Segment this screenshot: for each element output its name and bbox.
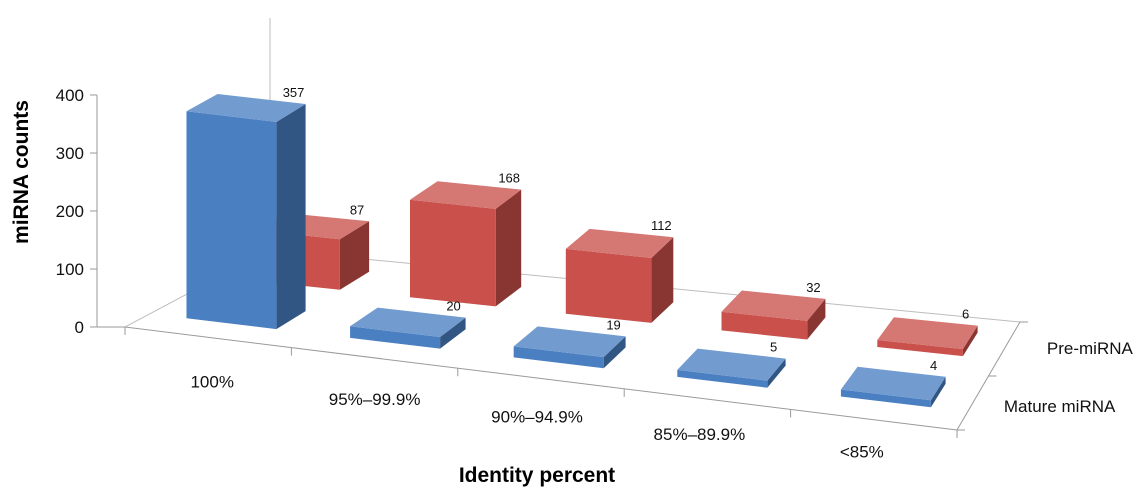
x-tick-label: <85% [840, 443, 884, 462]
data-label: 87 [350, 202, 364, 217]
bar-top-face [565, 228, 674, 258]
bar-front-face [513, 346, 604, 369]
bar-top-face [410, 181, 522, 209]
bar [877, 317, 978, 357]
bar-side-face [440, 317, 466, 349]
bar-front-face [840, 389, 931, 408]
x-tick-label: 85%–89.9% [654, 425, 746, 444]
data-label: 357 [283, 85, 305, 100]
bar-side-face [767, 358, 786, 388]
x-tick-label: 95%–99.9% [329, 390, 421, 409]
x-axis-line [124, 326, 958, 431]
bar-side-face [651, 237, 674, 323]
bar [186, 94, 306, 330]
bar [350, 307, 466, 349]
y-tick-label: 100 [56, 260, 84, 279]
bar [410, 181, 522, 307]
bar-front-face [721, 311, 808, 340]
bar-side-face [495, 189, 522, 307]
bars [186, 94, 978, 408]
bar-top-face [877, 317, 978, 350]
bar-side-face [930, 376, 946, 408]
bar-side-face [603, 336, 626, 369]
y-tick-label: 0 [75, 318, 84, 337]
data-label: 5 [770, 340, 777, 355]
y-tick-label: 300 [56, 144, 84, 163]
data-label: 168 [498, 171, 520, 186]
bar-top-face [721, 290, 826, 321]
bar-front-face [410, 199, 496, 307]
bar-front-face [565, 248, 652, 323]
bar-front-face [677, 369, 768, 388]
data-label: 4 [930, 358, 937, 373]
bar [677, 348, 786, 388]
chart-frame [90, 18, 1028, 438]
data-label: 32 [806, 280, 820, 295]
bar-front-face [877, 340, 963, 357]
y-axis-title: miRNA counts [10, 100, 33, 244]
bar-side-face [339, 221, 370, 290]
bar-top-face [350, 307, 466, 337]
bar [513, 326, 626, 369]
y-tick-label: 200 [56, 202, 84, 221]
bar-side-face [807, 298, 826, 340]
bar-top-face [677, 348, 786, 381]
x-tick-label: 90%–94.9% [491, 408, 583, 427]
bar-front-face [186, 111, 277, 330]
bar-front-face [350, 326, 441, 349]
bar-top-face [186, 94, 306, 122]
data-label: 6 [962, 307, 969, 322]
bar [565, 228, 674, 323]
series-label: Mature miRNA [1004, 397, 1116, 416]
data-label: 20 [446, 299, 460, 314]
bar-top-face [840, 366, 946, 401]
y-tick-label: 400 [56, 86, 84, 105]
bar [840, 366, 946, 408]
data-label: 112 [651, 218, 672, 233]
x-axis-title: Identity percent [459, 464, 615, 487]
bar-side-face [276, 104, 306, 330]
labels: 0 100 200 300 400 100% 95%–99.9% 90%–94.9% 85%–8… [56, 85, 1134, 462]
x-tick-label: 100% [190, 372, 233, 391]
series-label: Pre-miRNA [1047, 339, 1134, 358]
bar-side-face [962, 325, 978, 357]
data-label: 19 [606, 317, 620, 332]
bar [721, 290, 826, 340]
bar-top-face [513, 326, 626, 358]
